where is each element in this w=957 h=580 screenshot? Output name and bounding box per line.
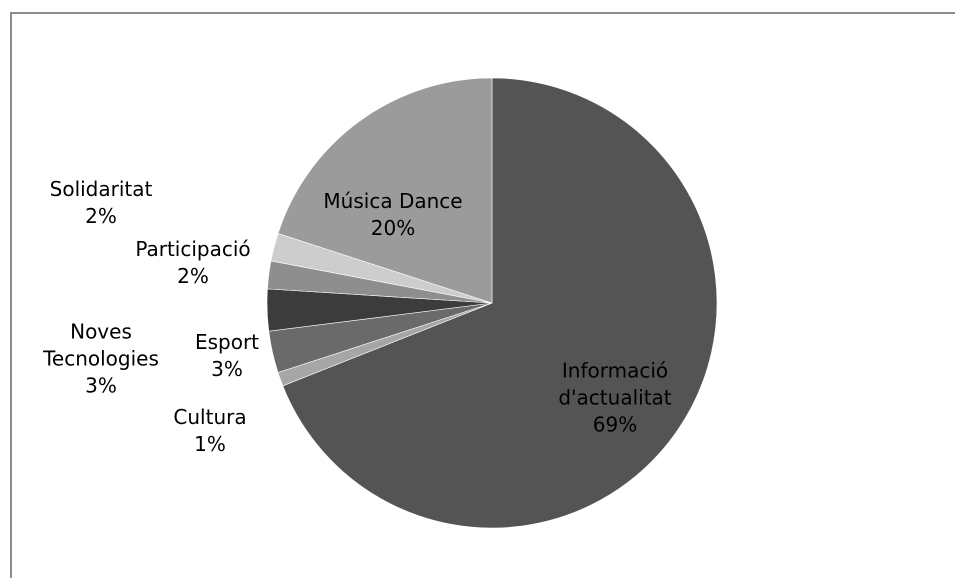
- pie-chart: [266, 77, 718, 529]
- data-label-line: Música Dance: [323, 189, 463, 213]
- data-label-line: Tecnologies: [43, 346, 159, 371]
- data-label-musica-dance: Música Dance 20%: [323, 188, 462, 242]
- data-label-line: Solidaritat: [49, 177, 153, 201]
- data-label-line: Esport: [194, 330, 260, 354]
- data-label-line: Informació: [561, 358, 669, 383]
- data-label-participacio: Participació 2%: [135, 236, 250, 290]
- data-label-line: d'actualitat: [558, 385, 672, 410]
- chart-area: Informació d'actualitat 69% Cultura 1% Esport…: [10, 12, 955, 578]
- data-label-line: Noves: [70, 319, 132, 344]
- data-label-line: 3%: [85, 373, 117, 398]
- data-label-line: 20%: [370, 216, 416, 240]
- data-label-line: 2%: [177, 264, 209, 288]
- data-label-line: 2%: [85, 204, 117, 228]
- data-label-line: 3%: [211, 357, 243, 381]
- data-label-informacio-d-actualitat: Informació d'actualitat 69%: [558, 358, 671, 439]
- data-label-cultura: Cultura 1%: [173, 404, 246, 458]
- data-label-noves-tecnologies: Noves Tecnologies 3%: [43, 319, 159, 400]
- data-label-line: Participació: [135, 237, 251, 261]
- data-label-esport: Esport 3%: [195, 329, 259, 383]
- data-label-line: 1%: [194, 432, 226, 456]
- pie-slice-informacio-d-actualitat: [282, 77, 718, 529]
- data-label-line: Cultura: [173, 405, 247, 429]
- data-label-line: 69%: [592, 412, 638, 437]
- data-label-solidaritat: Solidaritat 2%: [50, 176, 153, 230]
- pie-slice-musica-dance: [277, 77, 493, 304]
